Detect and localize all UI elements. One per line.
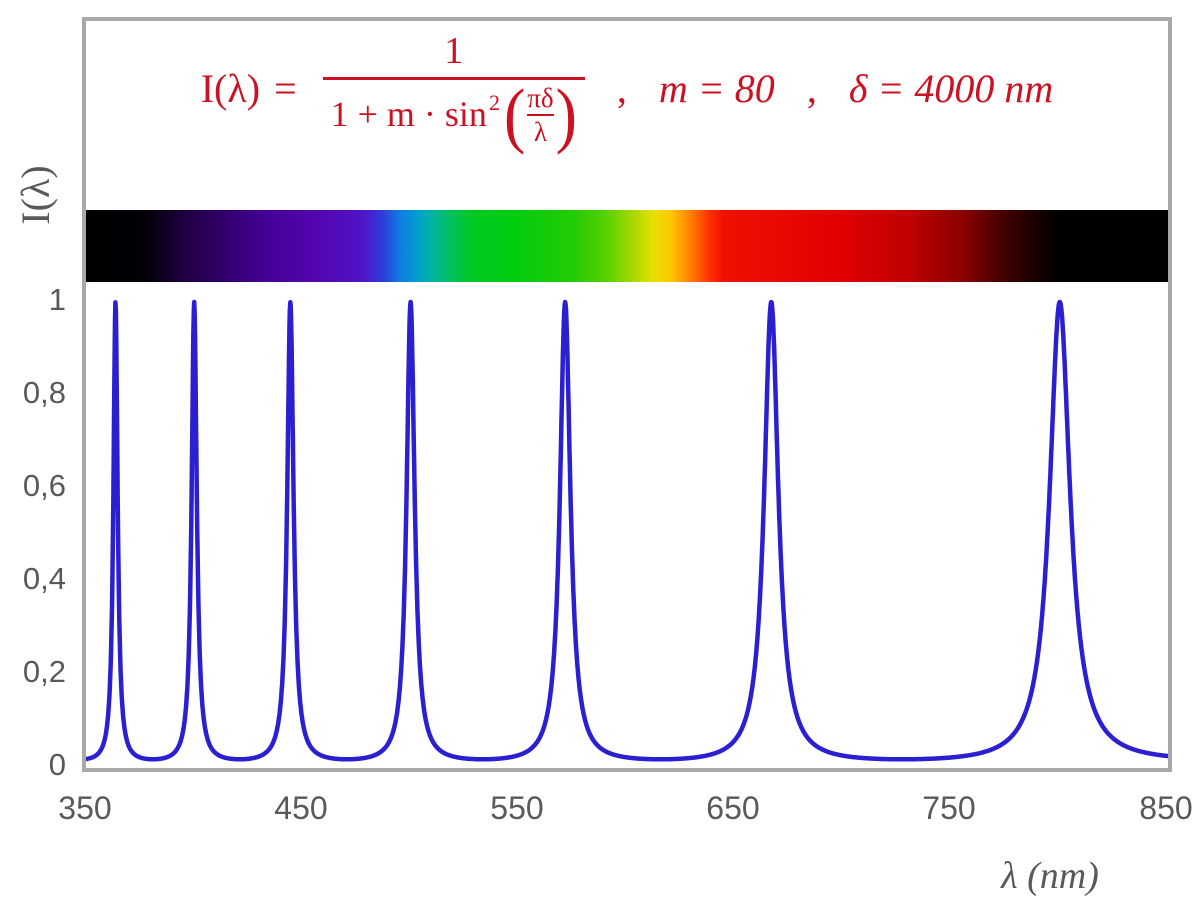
inner-denominator: λ <box>533 117 547 148</box>
x-tick-label: 450 <box>274 790 328 826</box>
formula-fraction: 1 1 + m · sin 2 ( πδ λ ) <box>322 30 585 156</box>
x-tick-label: 550 <box>490 790 544 826</box>
y-axis-title: I(λ) <box>12 165 58 225</box>
parameter-delta: δ = 4000 nm <box>848 66 1054 112</box>
x-tick-label: 650 <box>706 790 760 826</box>
close-paren: ) <box>555 73 577 156</box>
fraction-denominator: 1 + m · sin 2 ( πδ λ ) <box>330 73 577 156</box>
inner-numerator: πδ <box>527 82 554 113</box>
plot-frame: I(λ) = 1 1 + m · sin 2 ( πδ λ ) , m = 80 , <box>82 17 1172 772</box>
comma-separator: , <box>616 66 627 112</box>
intensity-curve <box>86 299 1168 762</box>
denominator-text: 1 + m · sin <box>330 94 487 135</box>
x-tick-label: 750 <box>922 790 976 826</box>
y-tick-label: 1 <box>48 282 66 317</box>
comma-separator: , <box>806 66 817 112</box>
formula-annotation: I(λ) = 1 1 + m · sin 2 ( πδ λ ) , m = 80 , <box>86 30 1168 156</box>
inner-fraction-bar <box>527 114 554 117</box>
fraction-bar <box>322 76 585 80</box>
intensity-curve-path <box>86 299 1168 762</box>
y-tick-label: 0,8 <box>22 375 66 410</box>
formula-lhs: I(λ) = <box>200 66 297 112</box>
spectrum-bar <box>86 210 1168 282</box>
parameter-m: m = 80 <box>658 66 775 112</box>
open-paren: ( <box>503 73 526 156</box>
x-tick-label: 850 <box>1139 790 1193 826</box>
x-axis-title: λ (nm) <box>1001 855 1099 897</box>
inner-fraction: πδ λ <box>527 82 554 148</box>
y-tick-label: 0,6 <box>22 468 66 503</box>
y-tick-label: 0 <box>48 747 66 782</box>
y-tick-label: 0,4 <box>22 561 66 596</box>
x-tick-label: 350 <box>58 790 112 826</box>
fraction-numerator: 1 <box>444 30 464 72</box>
y-tick-label: 0,2 <box>22 654 66 689</box>
